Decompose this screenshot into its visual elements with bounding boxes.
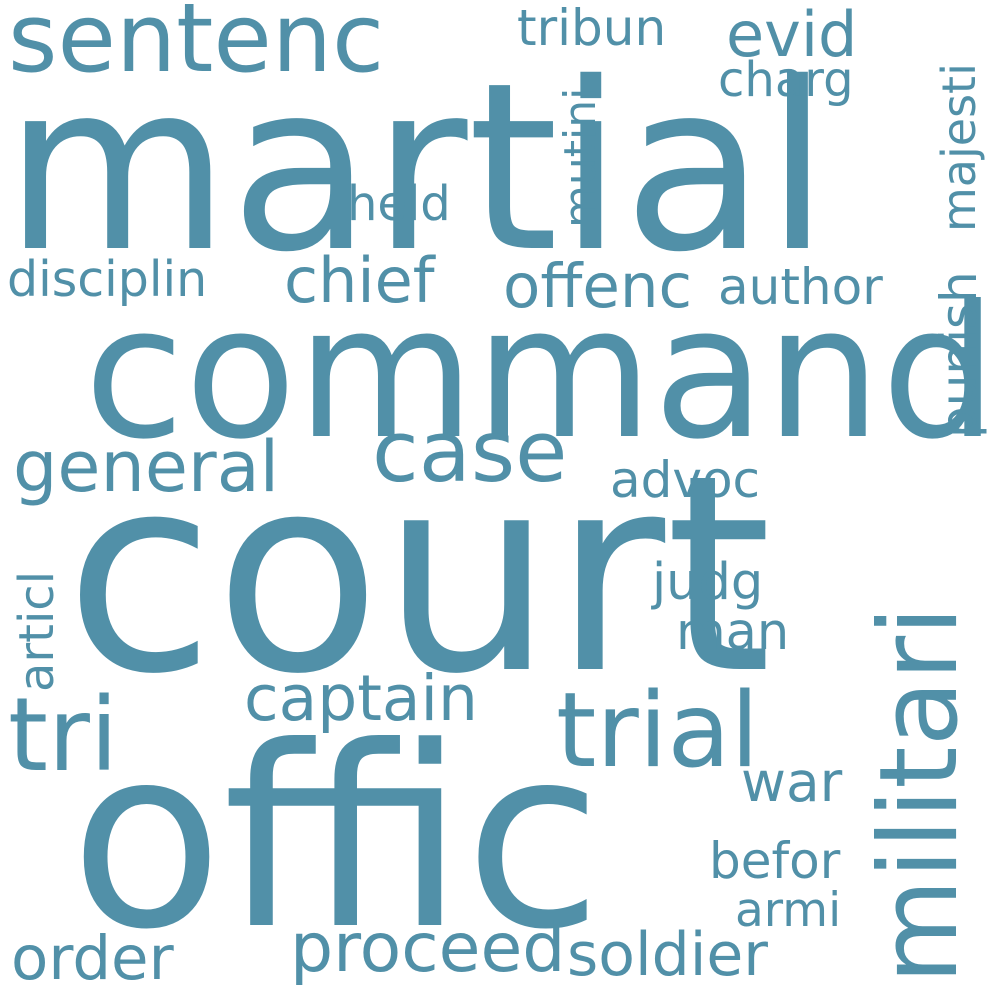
- word-general: general: [13, 426, 280, 508]
- word-martial: martial: [4, 33, 830, 303]
- word-mutini: mutini: [555, 87, 606, 228]
- word-befor: befor: [709, 832, 841, 890]
- word-case: case: [372, 403, 568, 502]
- word-tribun: tribun: [517, 0, 667, 57]
- word-war: war: [741, 750, 843, 814]
- word-author: author: [718, 258, 883, 316]
- word-offic: offic: [70, 693, 603, 984]
- word-militari: militari: [857, 605, 982, 984]
- word-disciplin: disciplin: [7, 251, 208, 308]
- word-court: court: [65, 418, 772, 734]
- word-proceed: proceed: [290, 909, 566, 988]
- word-armi: armi: [735, 883, 842, 938]
- word-chief: chief: [284, 244, 435, 317]
- word-command: command: [84, 267, 998, 480]
- word-tri: tri: [8, 676, 119, 795]
- word-held: held: [347, 176, 451, 232]
- word-trial: trial: [556, 671, 760, 791]
- word-captain: captain: [244, 662, 478, 735]
- word-charg: charg: [718, 52, 854, 108]
- word-majesti: majesti: [932, 63, 986, 232]
- word-offenc: offenc: [503, 251, 693, 322]
- word-articl: articl: [9, 570, 65, 692]
- word-evid: evid: [726, 0, 858, 71]
- word-sentenc: sentenc: [8, 0, 385, 94]
- word-order: order: [11, 923, 174, 994]
- word-man: man: [676, 603, 790, 662]
- word-soldier: soldier: [567, 920, 768, 990]
- word-judg: judg: [652, 553, 764, 612]
- word-advoc: advoc: [610, 451, 761, 509]
- word-punish: punish: [930, 271, 988, 438]
